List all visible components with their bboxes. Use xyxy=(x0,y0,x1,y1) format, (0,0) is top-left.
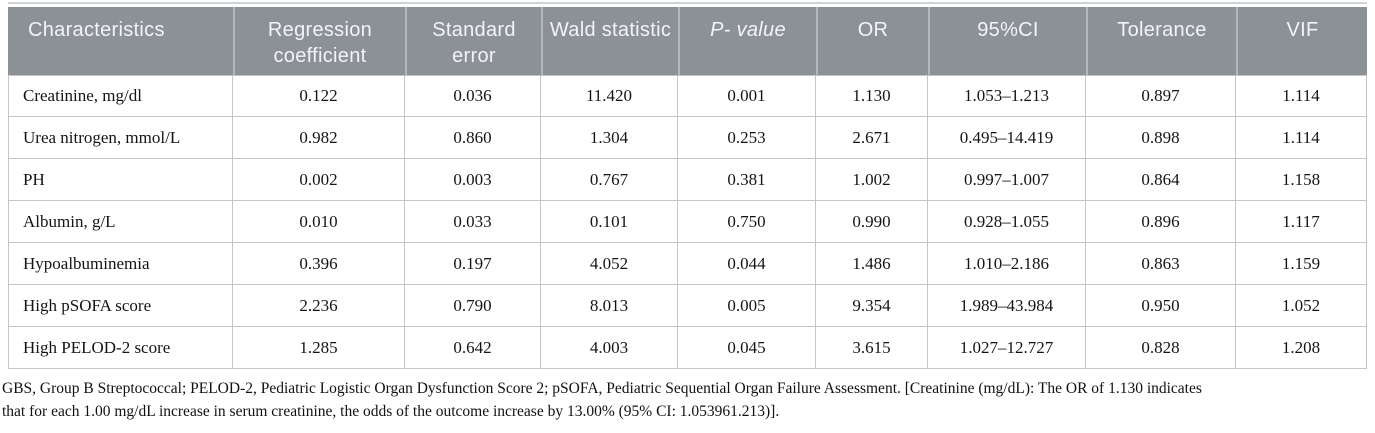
table-header: Characteristics Regression coefficient Sta… xyxy=(8,7,1367,75)
value-cell: 0.863 xyxy=(1086,243,1236,285)
column-header-regression-coefficient: Regression coefficient xyxy=(233,7,405,75)
table-row: Creatinine, mg/dl 0.122 0.036 11.420 0.001 1.… xyxy=(8,75,1367,117)
value-cell: 0.898 xyxy=(1086,117,1236,159)
logistic-regression-results-table: Characteristics Regression coefficient Sta… xyxy=(8,7,1367,369)
value-cell: 1.208 xyxy=(1236,327,1367,369)
table-row: High PELOD-2 score 1.285 0.642 4.003 0.045 3.… xyxy=(8,327,1367,369)
column-header-tolerance: Tolerance xyxy=(1086,7,1236,75)
value-cell: 0.896 xyxy=(1086,201,1236,243)
value-cell: 0.001 xyxy=(678,75,816,117)
value-cell: 0.002 xyxy=(233,159,405,201)
value-cell: 0.928–1.055 xyxy=(928,201,1086,243)
footnote-line-2: that for each 1.00 mg/dL increase in ser… xyxy=(2,403,780,420)
row-label-cell: Albumin, g/L xyxy=(8,201,233,243)
table-row: PH 0.002 0.003 0.767 0.381 1.002 0.997–1.007 0.… xyxy=(8,159,1367,201)
value-cell: 0.767 xyxy=(541,159,678,201)
value-cell: 0.642 xyxy=(405,327,541,369)
value-cell: 1.114 xyxy=(1236,117,1367,159)
column-header-or: OR xyxy=(816,7,928,75)
value-cell: 11.420 xyxy=(541,75,678,117)
value-cell: 1.159 xyxy=(1236,243,1367,285)
value-cell: 0.897 xyxy=(1086,75,1236,117)
value-cell: 0.828 xyxy=(1086,327,1236,369)
value-cell: 1.989–43.984 xyxy=(928,285,1086,327)
value-cell: 1.053–1.213 xyxy=(928,75,1086,117)
value-cell: 0.005 xyxy=(678,285,816,327)
value-cell: 0.950 xyxy=(1086,285,1236,327)
row-label-cell: High pSOFA score xyxy=(8,285,233,327)
column-header-vif: VIF xyxy=(1236,7,1367,75)
column-header-p-value: P- value xyxy=(678,7,816,75)
value-cell: 1.158 xyxy=(1236,159,1367,201)
header-row: Characteristics Regression coefficient Sta… xyxy=(8,7,1367,75)
value-cell: 0.982 xyxy=(233,117,405,159)
value-cell: 1.117 xyxy=(1236,201,1367,243)
column-header-characteristics: Characteristics xyxy=(8,7,233,75)
value-cell: 0.010 xyxy=(233,201,405,243)
value-cell: 1.285 xyxy=(233,327,405,369)
table-row: Urea nitrogen, mmol/L 0.982 0.860 1.304 0.25… xyxy=(8,117,1367,159)
row-label-cell: Hypoalbuminemia xyxy=(8,243,233,285)
value-cell: 0.197 xyxy=(405,243,541,285)
value-cell: 0.396 xyxy=(233,243,405,285)
value-cell: 0.003 xyxy=(405,159,541,201)
value-cell: 0.864 xyxy=(1086,159,1236,201)
table-row: Albumin, g/L 0.010 0.033 0.101 0.750 0.990 0.9… xyxy=(8,201,1367,243)
row-label-cell: PH xyxy=(8,159,233,201)
value-cell: 1.052 xyxy=(1236,285,1367,327)
row-label-cell: High PELOD-2 score xyxy=(8,327,233,369)
value-cell: 0.381 xyxy=(678,159,816,201)
value-cell: 2.236 xyxy=(233,285,405,327)
row-label-cell: Creatinine, mg/dl xyxy=(8,75,233,117)
value-cell: 1.486 xyxy=(816,243,928,285)
value-cell: 0.036 xyxy=(405,75,541,117)
value-cell: 8.013 xyxy=(541,285,678,327)
value-cell: 0.990 xyxy=(816,201,928,243)
value-cell: 0.495–14.419 xyxy=(928,117,1086,159)
value-cell: 0.750 xyxy=(678,201,816,243)
row-label-cell: Urea nitrogen, mmol/L xyxy=(8,117,233,159)
footnote-line-1: GBS, Group B Streptococcal; PELOD-2, Ped… xyxy=(2,380,1202,397)
value-cell: 1.027–12.727 xyxy=(928,327,1086,369)
value-cell: 1.002 xyxy=(816,159,928,201)
value-cell: 0.122 xyxy=(233,75,405,117)
table-body: Creatinine, mg/dl 0.122 0.036 11.420 0.001 1.… xyxy=(8,75,1367,369)
value-cell: 0.101 xyxy=(541,201,678,243)
column-header-wald-statistic: Wald statistic xyxy=(541,7,678,75)
table-row: High pSOFA score 2.236 0.790 8.013 0.005 9.35… xyxy=(8,285,1367,327)
value-cell: 1.010–2.186 xyxy=(928,243,1086,285)
value-cell: 4.052 xyxy=(541,243,678,285)
table-top-rule xyxy=(8,2,1367,4)
value-cell: 0.033 xyxy=(405,201,541,243)
value-cell: 1.114 xyxy=(1236,75,1367,117)
column-header-standard-error: Standard error xyxy=(405,7,541,75)
value-cell: 3.615 xyxy=(816,327,928,369)
value-cell: 0.045 xyxy=(678,327,816,369)
value-cell: 2.671 xyxy=(816,117,928,159)
value-cell: 1.130 xyxy=(816,75,928,117)
value-cell: 0.044 xyxy=(678,243,816,285)
table-row: Hypoalbuminemia 0.396 0.197 4.052 0.044 1.486… xyxy=(8,243,1367,285)
value-cell: 9.354 xyxy=(816,285,928,327)
table-footnote: GBS, Group B Streptococcal; PELOD-2, Ped… xyxy=(2,377,1374,423)
value-cell: 0.997–1.007 xyxy=(928,159,1086,201)
value-cell: 0.860 xyxy=(405,117,541,159)
value-cell: 4.003 xyxy=(541,327,678,369)
value-cell: 1.304 xyxy=(541,117,678,159)
column-header-95-ci: 95%CI xyxy=(928,7,1086,75)
value-cell: 0.790 xyxy=(405,285,541,327)
results-table-container: Characteristics Regression coefficient Sta… xyxy=(8,2,1367,369)
value-cell: 0.253 xyxy=(678,117,816,159)
